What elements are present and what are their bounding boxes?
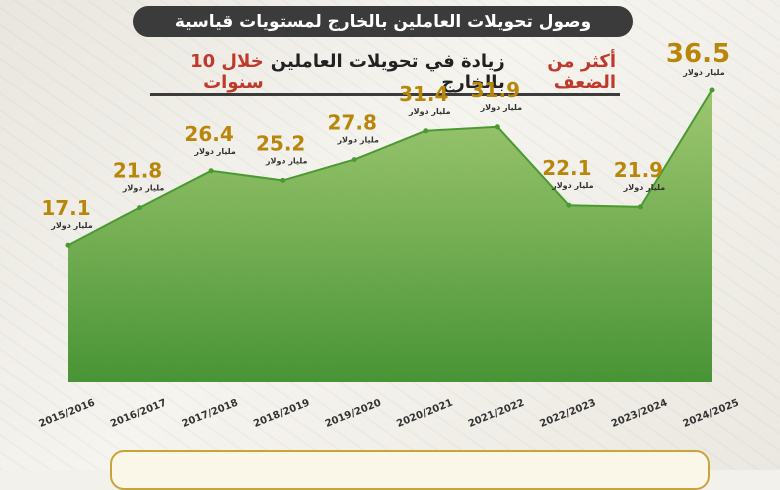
x-tick-label: 2017/2018 (181, 397, 240, 429)
remittances-line (67, 89, 713, 247)
data-value-label: 36.5 (666, 39, 730, 69)
data-unit-label: مليار دولار (408, 107, 451, 116)
data-value-label: 17.1 (41, 196, 90, 220)
data-unit-label: مليار دولار (623, 183, 666, 192)
data-unit-label: مليار دولار (122, 184, 165, 193)
data-point (137, 205, 143, 211)
x-tick-label: 2015/2016 (37, 397, 96, 429)
data-point (637, 204, 643, 210)
data-value-label: 22.1 (542, 156, 591, 180)
footer-note-box (110, 450, 710, 490)
data-point (709, 87, 715, 93)
x-tick-label: 2024/2025 (681, 397, 740, 429)
subtitle-highlight-start: أكثر من الضعف (547, 50, 616, 93)
data-value-label: 21.9 (614, 158, 663, 182)
data-value-label: 26.4 (184, 122, 233, 146)
x-tick-label: 2020/2021 (395, 397, 454, 429)
header-title-text: وصول تحويلات العاملين بالخارج لمستويات ق… (174, 11, 592, 32)
remittances-area (68, 90, 712, 382)
data-unit-label: مليار دولار (193, 147, 236, 156)
subtitle-middle: زيادة في تحويلات العاملين بالخارج (270, 50, 505, 93)
data-unit-label: مليار دولار (480, 103, 523, 112)
data-point (351, 157, 357, 163)
data-point (208, 168, 214, 174)
data-value-label: 25.2 (256, 131, 305, 155)
x-tick-label: 2019/2020 (324, 397, 383, 429)
x-tick-label: 2016/2017 (109, 397, 168, 429)
x-tick-label: 2022/2023 (538, 397, 597, 429)
data-point (566, 202, 572, 208)
data-unit-label: مليار دولار (265, 156, 308, 165)
data-point (423, 128, 429, 134)
data-point (280, 177, 286, 183)
x-tick-label: 2023/2024 (610, 397, 669, 429)
data-value-label: 21.8 (113, 159, 162, 183)
data-value-label: 27.8 (328, 111, 377, 135)
data-point (65, 242, 71, 248)
x-tick-label: 2021/2022 (467, 397, 526, 429)
data-unit-label: مليار دولار (551, 181, 594, 190)
data-unit-label: مليار دولار (50, 221, 93, 230)
chart-subtitle: أكثر من الضعف زيادة في تحويلات العاملين … (150, 51, 620, 96)
data-value-label: 31.9 (471, 78, 520, 102)
x-tick-label: 2018/2019 (252, 397, 311, 429)
data-point (494, 124, 500, 130)
data-unit-label: مليار دولار (682, 68, 725, 77)
data-value-label: 31.4 (399, 82, 448, 106)
subtitle-highlight-end: خلال 10 سنوات (190, 50, 264, 93)
data-unit-label: مليار دولار (336, 136, 379, 145)
header-title: وصول تحويلات العاملين بالخارج لمستويات ق… (133, 6, 633, 37)
